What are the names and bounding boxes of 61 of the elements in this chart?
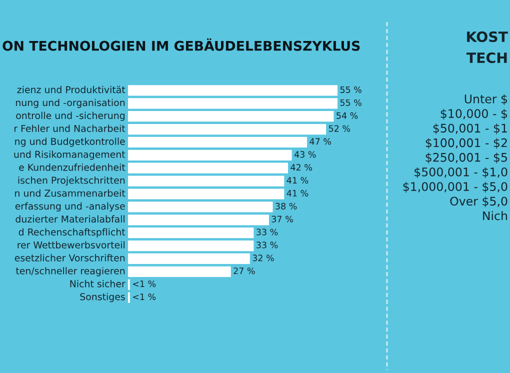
bar (128, 202, 273, 212)
y-tick-label: nung und -organisation (16, 98, 125, 108)
text: $1,000,001 - $5,0 (403, 182, 508, 193)
bar (128, 228, 254, 238)
chart-title: ON TECHNOLOGIEN IM GEBÄUDELEBENSZYKLUS (2, 38, 360, 51)
text: $50,001 - $1 (433, 123, 507, 134)
y-tick-label: ng und Budgetkontrolle (15, 138, 125, 147)
data-label: 55 % (340, 86, 362, 94)
y-tick-label: e Kundenzufriedenheit (19, 164, 126, 171)
data-label: 52 % (328, 125, 350, 132)
y-tick-label: Nicht sicher (70, 280, 126, 288)
text: Over $5,0 (450, 196, 508, 208)
data-label: 38 % (276, 202, 297, 210)
text: $500,001 - $1,0 (414, 167, 508, 178)
y-tick-label: ontrolle und -sicherung (16, 112, 125, 121)
y-tick-label: zienz und Produktivität (17, 86, 126, 94)
bar (128, 253, 250, 264)
bar (128, 188, 284, 200)
data-label: <1 % (133, 280, 156, 288)
text: KOST (467, 31, 508, 42)
text: $100,001 - $2 (426, 138, 507, 149)
y-tick-label: und Risikomanagement (14, 150, 126, 160)
data-label: 43 % (294, 151, 316, 158)
data-label: 55 % (340, 99, 362, 106)
data-label: 33 % (256, 228, 278, 236)
y-tick-label: Sonstiges (80, 292, 125, 302)
data-label: <1 % (133, 293, 156, 300)
data-label: 37 % (272, 216, 293, 222)
y-tick-label: r Fehler und Nacharbeit (14, 124, 126, 132)
bar (128, 150, 292, 160)
y-tick-label: duzierter Materialabfall (16, 215, 124, 223)
y-tick-label: esetzlicher Vorschriften (14, 254, 125, 262)
bar (128, 111, 334, 122)
data-label: 32 % (252, 254, 274, 262)
text: Unter $ (464, 94, 508, 105)
y-tick-label: ischen Projektschritten (18, 176, 125, 186)
text: TECH (466, 52, 507, 64)
data-label: 54 % (336, 112, 358, 119)
data-label: 41 % (286, 176, 308, 184)
bar (128, 176, 284, 186)
text: Nich (483, 211, 507, 220)
y-tick-label: d Rechenschaftspflicht (18, 228, 126, 238)
y-tick-label: ten/schneller reagieren (16, 267, 125, 276)
y-tick-label: erfassung und -analyse (15, 202, 125, 212)
bar (128, 136, 308, 148)
data-label: 42 % (290, 164, 312, 171)
bar (128, 98, 338, 109)
bar (128, 266, 231, 277)
data-label: 47 % (310, 138, 331, 145)
y-tick-label: rer Wettbewerbsvorteil (18, 241, 124, 249)
text: $250,001 - $5 (426, 152, 507, 164)
y-tick-label: n und Zusammenarbeit (15, 189, 126, 197)
data-label: 27 % (234, 268, 255, 274)
bar (128, 162, 288, 174)
data-label: 33 % (256, 242, 278, 248)
data-label: 41 % (286, 190, 308, 197)
bar (128, 214, 269, 226)
bar (128, 85, 338, 96)
bar (128, 240, 254, 252)
bar (128, 124, 326, 135)
text: $10,000 - $ (440, 108, 508, 120)
